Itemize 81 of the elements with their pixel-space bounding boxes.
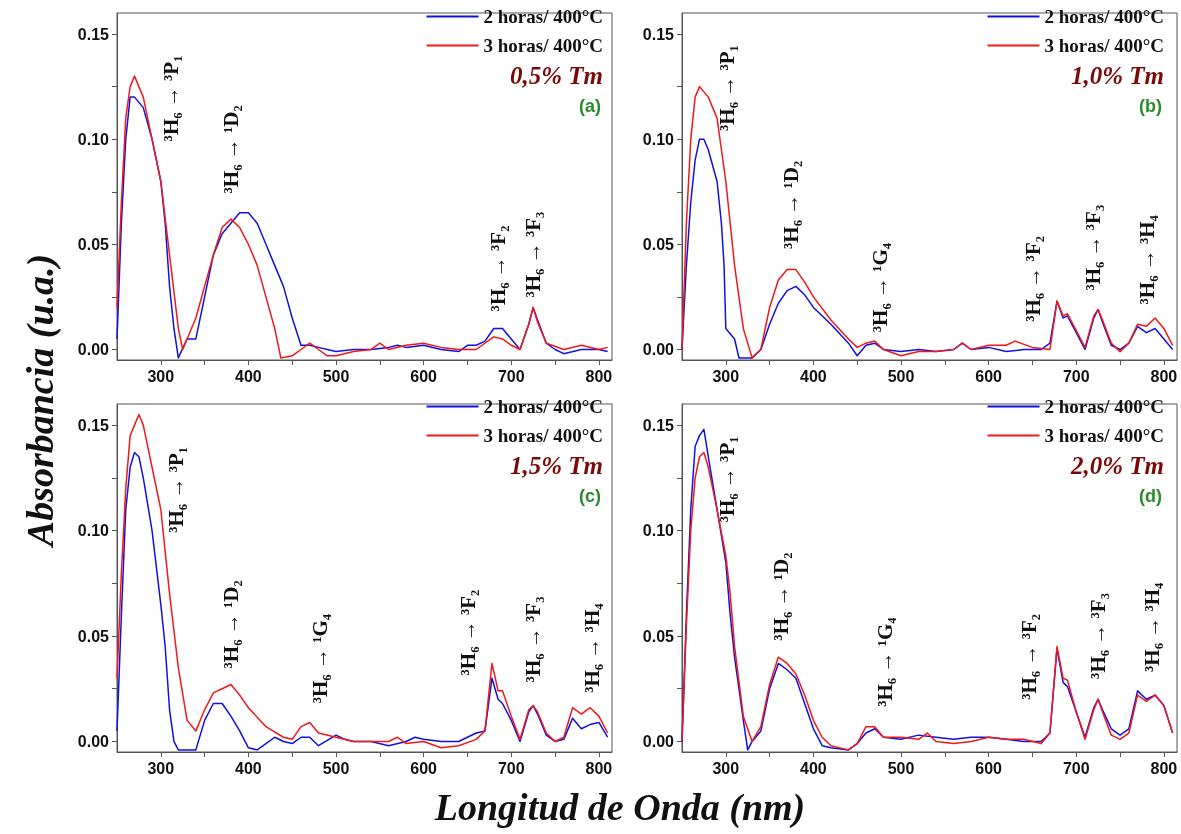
x-tick-label: 300 — [712, 367, 740, 385]
annotation: ³H₆ → ³F₂ — [456, 589, 481, 676]
x-tick-label: 500 — [887, 759, 915, 777]
y-tick-label: 0.05 — [77, 627, 110, 645]
annotation: ³H₆ → ³P₁ — [714, 45, 739, 131]
y-tick-label: 0.10 — [77, 130, 110, 148]
y-tick-label: 0.15 — [77, 416, 110, 434]
text: 0,5% Tm — [509, 62, 603, 89]
y-tick-label: 0.10 — [642, 522, 675, 540]
x-tick-label: 700 — [1062, 367, 1090, 385]
legend-label: 2 horas/ 400°C — [1044, 396, 1165, 417]
annotation: ³H₆ → ¹G₄ — [307, 613, 332, 704]
text: (c) — [579, 486, 602, 506]
x-tick-label: 300 — [712, 759, 740, 777]
x-tick-label: 800 — [585, 759, 613, 777]
annotation: ³H₆ → ³F₂ — [1021, 235, 1046, 322]
annotation: ³H₆ → ¹D₂ — [778, 160, 803, 249]
x-axis-title: Longitud de Onda (nm) — [434, 785, 806, 829]
x-tick-label: 500 — [322, 367, 350, 385]
annotation: ³H₆ → ³F₃ — [520, 211, 545, 298]
x-tick-label: 300 — [147, 759, 175, 777]
annotation: ³H₆ → ³F₃ — [1085, 593, 1110, 679]
legend-label: 3 horas/ 400°C — [483, 425, 604, 446]
x-tick-label: 600 — [410, 759, 438, 777]
x-tick-label: 400 — [235, 759, 262, 777]
y-tick-label: 0.05 — [642, 627, 675, 645]
annotation: ³H₆ → ³F₂ — [1016, 613, 1041, 700]
x-tick-label: 600 — [410, 367, 438, 385]
x-tick-label: 800 — [1150, 367, 1178, 385]
text: (a) — [579, 96, 602, 116]
x-tick-label: 700 — [497, 759, 525, 777]
text: (b) — [1139, 96, 1163, 116]
x-tick-label: 400 — [800, 759, 827, 777]
annotation: ³H₆ → ³P₁ — [164, 446, 189, 533]
y-tick-label: 0.00 — [77, 340, 110, 358]
x-tick-label: 300 — [147, 367, 175, 385]
legend-label: 2 horas/ 400°C — [483, 396, 604, 417]
annotation: ³H₆ → ³P₁ — [714, 436, 739, 523]
y-tick-label: 0.00 — [642, 340, 675, 358]
x-tick-label: 700 — [497, 367, 525, 385]
annotation: ³H₆ → ¹D₂ — [218, 105, 243, 194]
y-tick-label: 0.00 — [642, 732, 675, 750]
x-tick-label: 500 — [887, 367, 915, 385]
x-tick-label: 400 — [800, 367, 827, 385]
x-tick-label: 500 — [322, 759, 350, 777]
y-tick-label: 0.10 — [77, 522, 110, 540]
annotation: ³H₆ → ³F₃ — [1080, 204, 1105, 291]
legend-label: 3 horas/ 400°C — [1044, 425, 1165, 446]
annotation: ³H₆ → ³H₄ — [1135, 214, 1160, 305]
x-tick-label: 800 — [1150, 759, 1178, 777]
text: 1,5% Tm — [509, 452, 603, 479]
legend-label: 3 horas/ 400°C — [483, 35, 604, 56]
x-tick-label: 400 — [235, 367, 262, 385]
annotation: ³H₆ → ³H₄ — [1140, 581, 1165, 672]
y-tick-label: 0.15 — [77, 25, 110, 43]
annotation: ³H₆ → ³F₂ — [486, 225, 511, 312]
annotation: ³H₆ → ¹D₂ — [769, 552, 793, 641]
line-series — [681, 138, 1174, 359]
annotation: ³H₆ → ³H₄ — [580, 602, 605, 693]
y-tick-label: 0.15 — [642, 25, 675, 43]
y-tick-label: 0.10 — [642, 130, 675, 148]
y-tick-label: 0.05 — [77, 235, 110, 253]
annotation: ³H₆ → ¹G₄ — [868, 242, 892, 333]
annotation: ³H₆ → ¹G₄ — [872, 616, 897, 707]
legend-label: 2 horas/ 400°C — [1044, 6, 1165, 27]
y-tick-label: 0.05 — [642, 235, 675, 253]
legend-label: 3 horas/ 400°C — [1044, 35, 1165, 56]
text: (d) — [1139, 486, 1163, 506]
annotation: ³H₆ → ³P₁ — [159, 55, 184, 142]
text: 2,0% Tm — [1069, 452, 1164, 479]
x-tick-label: 800 — [585, 367, 613, 385]
x-tick-label: 700 — [1062, 759, 1090, 777]
y-tick-label: 0.15 — [642, 416, 675, 434]
text: 1,0% Tm — [1070, 62, 1164, 89]
legend-label: 2 horas/ 400°C — [483, 6, 604, 27]
x-tick-label: 600 — [975, 367, 1003, 385]
y-axis-title: Absorbancia (u.a.) — [18, 253, 62, 547]
annotation: ³H₆ → ¹D₂ — [218, 580, 243, 669]
annotation: ³H₆ → ³F₃ — [520, 596, 545, 683]
y-tick-label: 0.00 — [77, 732, 110, 750]
x-tick-label: 600 — [975, 759, 1003, 777]
